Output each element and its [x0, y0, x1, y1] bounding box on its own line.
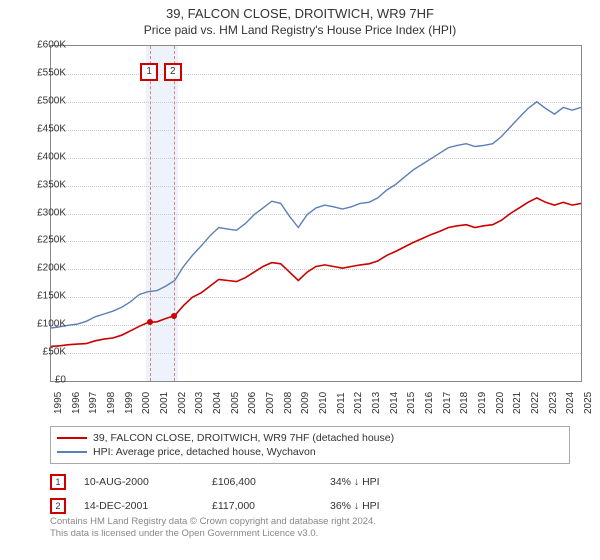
x-axis-label: 1995: [53, 392, 64, 414]
event-marker: 2: [50, 498, 66, 514]
chart-lines: [51, 46, 581, 381]
x-axis-label: 2012: [353, 392, 364, 414]
legend-box: 39, FALCON CLOSE, DROITWICH, WR9 7HF (de…: [50, 426, 570, 464]
chart-title: 39, FALCON CLOSE, DROITWICH, WR9 7HF: [0, 0, 600, 21]
event-row: 1 10-AUG-2000 £106,400 34% ↓ HPI: [50, 470, 570, 494]
chart-subtitle: Price paid vs. HM Land Registry's House …: [0, 21, 600, 37]
legend-swatch: [57, 437, 87, 439]
y-axis-label: £200K: [37, 263, 66, 274]
series-line: [51, 198, 581, 347]
marker-dot: [147, 319, 153, 325]
x-axis-label: 2005: [230, 392, 241, 414]
x-axis-label: 1999: [124, 392, 135, 414]
legend-item: HPI: Average price, detached house, Wych…: [57, 445, 563, 459]
x-axis-label: 2008: [283, 392, 294, 414]
x-axis-label: 2021: [512, 392, 523, 414]
marker-box: 1: [140, 63, 158, 81]
x-axis-label: 2002: [177, 392, 188, 414]
event-date: 10-AUG-2000: [84, 476, 194, 488]
y-axis-label: £600K: [37, 40, 66, 51]
footer-line: This data is licensed under the Open Gov…: [50, 528, 376, 540]
marker-line: [174, 46, 175, 381]
y-axis-label: £300K: [37, 207, 66, 218]
footer-line: Contains HM Land Registry data © Crown c…: [50, 516, 376, 528]
chart-plot-area: [50, 45, 582, 382]
x-axis-label: 2018: [459, 392, 470, 414]
event-delta: 34% ↓ HPI: [330, 476, 380, 488]
x-axis-label: 2000: [141, 392, 152, 414]
marker-line: [150, 46, 151, 381]
x-axis-label: 2024: [565, 392, 576, 414]
event-delta: 36% ↓ HPI: [330, 500, 380, 512]
x-axis-label: 1998: [106, 392, 117, 414]
y-axis-label: £150K: [37, 291, 66, 302]
x-axis-label: 2020: [495, 392, 506, 414]
y-axis-label: £450K: [37, 123, 66, 134]
y-axis-label: £500K: [37, 95, 66, 106]
y-axis-label: £50K: [43, 347, 66, 358]
y-axis-label: £550K: [37, 67, 66, 78]
footer-attribution: Contains HM Land Registry data © Crown c…: [50, 516, 376, 541]
x-axis-label: 2009: [300, 392, 311, 414]
x-axis-label: 2007: [265, 392, 276, 414]
marker-box: 2: [164, 63, 182, 81]
event-price: £117,000: [212, 500, 312, 512]
x-axis-label: 2006: [247, 392, 258, 414]
x-axis-labels: 1995 1996 1997 1998 1999 2000 2001 2002 2003 2004…: [50, 384, 580, 424]
x-axis-label: 1997: [88, 392, 99, 414]
legend-label: 39, FALCON CLOSE, DROITWICH, WR9 7HF (de…: [93, 432, 394, 444]
events-table: 1 10-AUG-2000 £106,400 34% ↓ HPI 2 14-DEC-200…: [50, 470, 570, 518]
y-axis-label: £350K: [37, 179, 66, 190]
x-axis-label: 1996: [71, 392, 82, 414]
event-row: 2 14-DEC-2001 £117,000 36% ↓ HPI: [50, 494, 570, 518]
y-axis-label: £400K: [37, 151, 66, 162]
x-axis-label: 2001: [159, 392, 170, 414]
y-axis-label: £250K: [37, 235, 66, 246]
x-axis-label: 2022: [530, 392, 541, 414]
x-axis-label: 2010: [318, 392, 329, 414]
series-line: [51, 102, 581, 328]
x-axis-label: 2014: [389, 392, 400, 414]
x-axis-label: 2011: [336, 392, 347, 414]
legend-item: 39, FALCON CLOSE, DROITWICH, WR9 7HF (de…: [57, 431, 563, 445]
x-axis-label: 2003: [194, 392, 205, 414]
x-axis-label: 2025: [583, 392, 594, 414]
y-axis-label: £100K: [37, 319, 66, 330]
event-date: 14-DEC-2001: [84, 500, 194, 512]
x-axis-label: 2019: [477, 392, 488, 414]
legend-swatch: [57, 451, 87, 453]
marker-dot: [171, 313, 177, 319]
legend-label: HPI: Average price, detached house, Wych…: [93, 446, 316, 458]
x-axis-label: 2004: [212, 392, 223, 414]
x-axis-label: 2016: [424, 392, 435, 414]
x-axis-label: 2023: [548, 392, 559, 414]
event-marker: 1: [50, 474, 66, 490]
x-axis-label: 2013: [371, 392, 382, 414]
event-price: £106,400: [212, 476, 312, 488]
x-axis-label: 2015: [406, 392, 417, 414]
x-axis-label: 2017: [442, 392, 453, 414]
